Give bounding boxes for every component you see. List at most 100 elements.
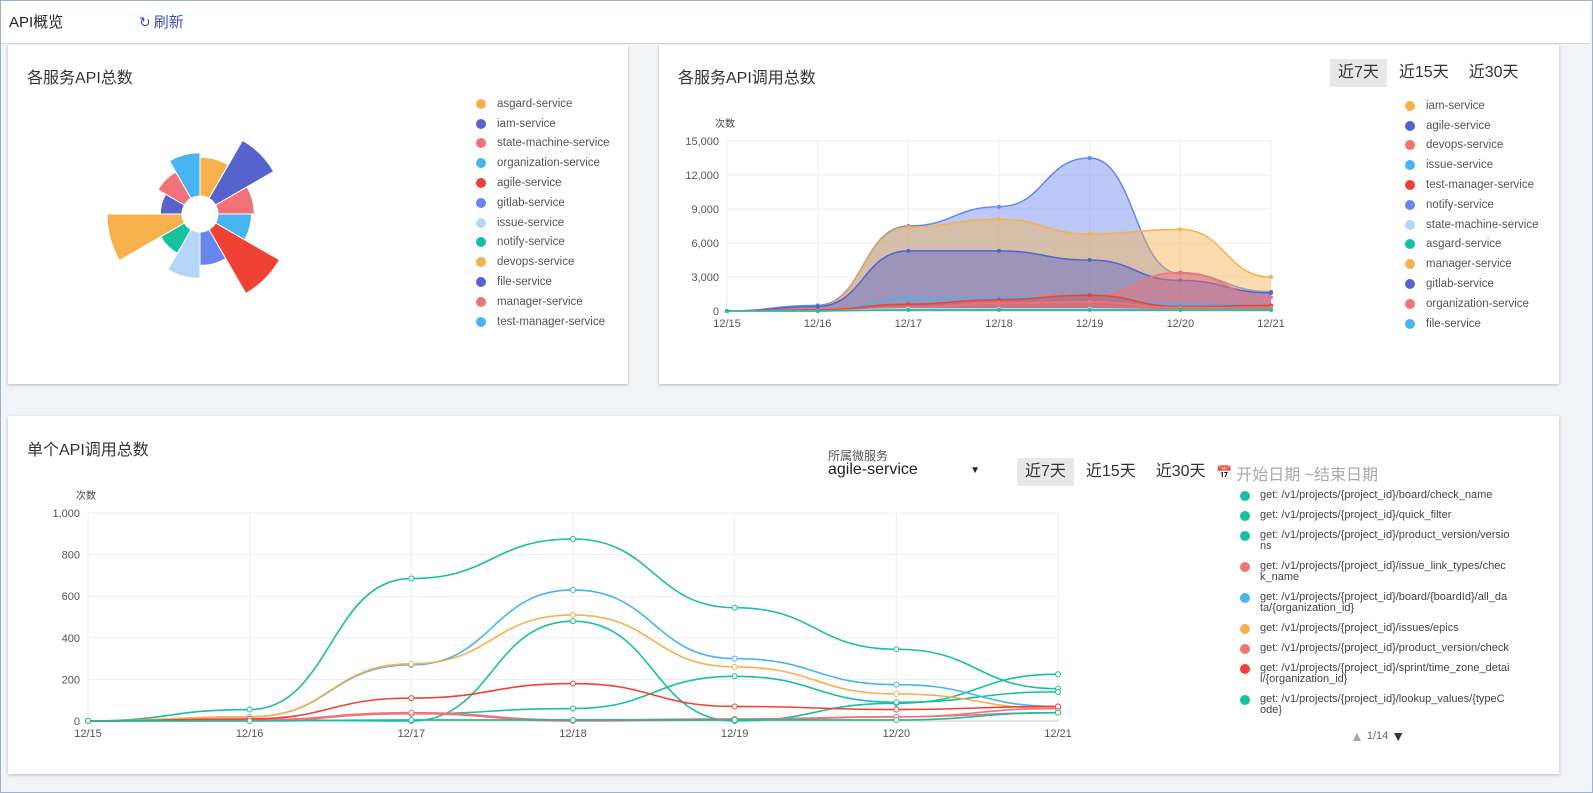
area-fill — [727, 250, 1271, 311]
range-buttons: 近7天 近15天 近30天 — [1017, 458, 1218, 486]
legend-dot — [476, 237, 486, 248]
data-point — [815, 309, 820, 313]
legend-dot — [1405, 318, 1415, 329]
range-7-days[interactable]: 近7天 — [1330, 59, 1387, 87]
legend-item[interactable]: agile-service — [476, 173, 609, 193]
range-30-days[interactable]: 近30天 — [1468, 64, 1519, 81]
refresh-button[interactable]: ↻ 刷新 — [139, 11, 184, 32]
legend-item[interactable]: manager-service — [476, 292, 609, 312]
date-range-picker[interactable]: 📅 开始日期 ~结束日期 — [1216, 461, 1378, 485]
data-point — [731, 663, 738, 670]
pager-down-icon[interactable]: ▼ — [1391, 728, 1406, 744]
rose-legend: asgard-service iam-service state-machine-s… — [476, 94, 609, 332]
card-title: 各服务API调用总数 — [678, 70, 816, 87]
data-point — [570, 680, 576, 687]
legend-label: manager-service — [1426, 258, 1512, 271]
range-30-days[interactable]: 近30天 — [1155, 463, 1206, 480]
legend-item[interactable]: devops-service — [1405, 136, 1538, 156]
legend-dot — [1240, 593, 1250, 603]
rose-slice — [167, 228, 201, 279]
legend-label: file-service — [497, 276, 552, 289]
legend-label: agile-service — [497, 177, 562, 190]
service-select-label: 所属微服务 — [828, 449, 889, 463]
legend-item[interactable]: agile-service — [1405, 116, 1538, 136]
data-point — [1055, 703, 1061, 710]
legend-item[interactable]: state-machine-service — [1405, 215, 1538, 235]
api-legend-item[interactable]: get: /v1/projects/{project_id}/issues/ep… — [1240, 623, 1530, 634]
pager-label: 1/14 — [1366, 730, 1389, 742]
pager-up-icon[interactable]: ▲ — [1350, 728, 1364, 744]
caret-down-icon: ▼ — [970, 465, 980, 476]
legend-item[interactable]: gitlab-service — [1405, 274, 1538, 294]
legend-item[interactable]: file-service — [1405, 314, 1538, 334]
legend-item[interactable]: test-manager-service — [476, 312, 609, 332]
legend-label: notify-service — [497, 236, 565, 249]
api-legend-label: get: /v1/projects/{project_id}/issue_lin… — [1260, 560, 1506, 583]
legend-item[interactable]: issue-service — [1405, 155, 1538, 175]
legend-item[interactable]: organization-service — [1405, 294, 1538, 314]
data-point — [570, 611, 576, 618]
x-tick-label: 12/16 — [804, 318, 832, 330]
legend-dot — [476, 178, 486, 189]
data-point — [1269, 290, 1273, 295]
api-legend-item[interactable]: get: /v1/projects/{project_id}/board/{bo… — [1240, 592, 1530, 614]
data-point — [570, 536, 576, 542]
range-7-days[interactable]: 近7天 — [1017, 458, 1074, 486]
api-legend-item[interactable]: get: /v1/projects/{project_id}/product_v… — [1240, 643, 1530, 654]
legend-label: asgard-service — [1426, 238, 1502, 251]
range-15-days[interactable]: 近15天 — [1085, 463, 1136, 480]
legend-label: iam-service — [1426, 99, 1485, 112]
card-title: 各服务API总数 — [27, 70, 133, 87]
rose-slice — [214, 186, 255, 215]
legend-dot — [1240, 562, 1250, 572]
data-point — [570, 705, 576, 712]
rose-slice — [106, 213, 186, 262]
legend-item[interactable]: asgard-service — [476, 94, 609, 114]
data-point — [1087, 307, 1092, 312]
api-legend-item[interactable]: get: /v1/projects/{project_id}/lookup_va… — [1240, 694, 1530, 716]
legend-item[interactable]: file-service — [476, 272, 609, 292]
data-point — [1178, 227, 1183, 232]
api-legend-label: get: /v1/projects/{project_id}/quick_fil… — [1260, 509, 1452, 521]
data-point — [893, 699, 900, 706]
legend-label: state-machine-service — [497, 137, 610, 150]
legend-dot — [1405, 239, 1415, 250]
range-15-days[interactable]: 近15天 — [1398, 64, 1449, 81]
legend-item[interactable]: state-machine-service — [476, 134, 609, 154]
legend-label: state-machine-service — [1426, 218, 1539, 231]
legend-label: notify-service — [1426, 198, 1494, 211]
legend-item[interactable]: notify-service — [476, 233, 609, 253]
legend-item[interactable]: manager-service — [1405, 254, 1538, 274]
api-legend-item[interactable]: get: /v1/projects/{project_id}/sprint/ti… — [1240, 663, 1530, 685]
data-point — [997, 294, 1001, 299]
data-point — [408, 709, 415, 716]
top-bar: API概览 ↻ 刷新 — [1, 1, 1590, 44]
api-legend-item[interactable]: get: /v1/projects/{project_id}/product_v… — [1240, 530, 1530, 552]
legend-dot — [1405, 279, 1415, 290]
legend-label: file-service — [1426, 317, 1481, 330]
legend-item[interactable]: test-manager-service — [1405, 175, 1538, 195]
legend-item[interactable]: organization-service — [476, 153, 609, 173]
api-legend-item[interactable]: get: /v1/projects/{project_id}/board/che… — [1240, 490, 1530, 501]
rose-slice — [208, 222, 281, 295]
legend-item[interactable]: devops-service — [476, 252, 609, 272]
legend-item[interactable]: iam-service — [476, 114, 609, 134]
legend-label: devops-service — [497, 256, 575, 269]
api-legend-item[interactable]: get: /v1/projects/{project_id}/quick_fil… — [1240, 510, 1530, 521]
legend-label: issue-service — [497, 216, 565, 229]
service-select[interactable]: agile-service ▼ — [828, 461, 983, 483]
legend-item[interactable]: asgard-service — [1405, 235, 1538, 255]
legend-label: organization-service — [1426, 297, 1529, 310]
data-point — [1269, 295, 1273, 300]
y-tick-label: 0 — [713, 306, 719, 318]
legend-item[interactable]: gitlab-service — [476, 193, 609, 213]
y-axis-label: 次数 — [715, 117, 735, 130]
legend-dot — [1240, 695, 1250, 705]
y-tick-label: 15,000 — [685, 136, 719, 148]
legend-item[interactable]: notify-service — [1405, 195, 1538, 215]
data-point — [1087, 293, 1092, 298]
data-point — [1087, 258, 1092, 262]
api-legend-item[interactable]: get: /v1/projects/{project_id}/issue_lin… — [1240, 561, 1530, 583]
legend-item[interactable]: iam-service — [1405, 96, 1538, 116]
legend-item[interactable]: issue-service — [476, 213, 609, 233]
